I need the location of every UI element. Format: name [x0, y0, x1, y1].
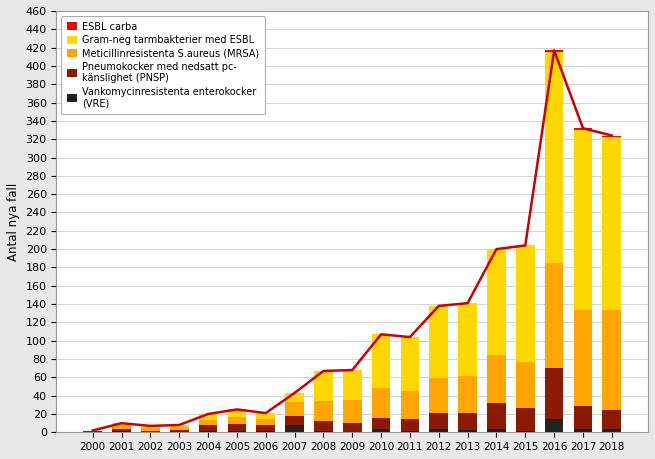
Bar: [603, 137, 621, 309]
Bar: [401, 391, 419, 419]
Bar: [458, 430, 477, 432]
Bar: [227, 409, 246, 417]
Bar: [545, 419, 563, 432]
Bar: [285, 393, 304, 402]
Bar: [487, 429, 506, 432]
Bar: [458, 376, 477, 413]
Bar: [545, 368, 563, 419]
Bar: [574, 406, 592, 429]
Bar: [285, 402, 304, 416]
Bar: [112, 423, 131, 425]
Bar: [170, 425, 189, 427]
Bar: [112, 425, 131, 429]
Bar: [401, 419, 419, 431]
Bar: [343, 423, 362, 432]
Bar: [603, 410, 621, 429]
Legend: ESBL carba, Gram-neg tarmbakterier med ESBL, Meticillinresistenta S.aureus (MRSA: ESBL carba, Gram-neg tarmbakterier med E…: [62, 16, 265, 114]
Bar: [516, 246, 534, 362]
Bar: [198, 414, 217, 420]
Bar: [430, 378, 448, 413]
Bar: [141, 426, 160, 428]
Bar: [574, 309, 592, 406]
Bar: [285, 416, 304, 425]
Bar: [112, 431, 131, 432]
Bar: [372, 429, 390, 432]
Bar: [141, 428, 160, 431]
Bar: [401, 337, 419, 391]
Bar: [314, 401, 333, 421]
Bar: [198, 420, 217, 425]
Bar: [198, 425, 217, 431]
Bar: [343, 370, 362, 400]
Bar: [372, 388, 390, 418]
Bar: [314, 431, 333, 432]
Bar: [458, 413, 477, 430]
Bar: [430, 429, 448, 432]
Bar: [141, 431, 160, 432]
Bar: [545, 263, 563, 368]
Bar: [574, 128, 592, 130]
Bar: [401, 431, 419, 432]
Bar: [430, 413, 448, 429]
Bar: [170, 430, 189, 432]
Y-axis label: Antal nya fall: Antal nya fall: [7, 183, 20, 261]
Bar: [256, 425, 275, 431]
Bar: [314, 371, 333, 401]
Bar: [516, 431, 534, 432]
Bar: [545, 50, 563, 52]
Bar: [574, 429, 592, 432]
Bar: [487, 403, 506, 429]
Bar: [285, 425, 304, 432]
Bar: [112, 429, 131, 431]
Bar: [487, 249, 506, 355]
Bar: [343, 400, 362, 423]
Bar: [603, 309, 621, 410]
Bar: [83, 431, 102, 432]
Bar: [603, 135, 621, 137]
Bar: [227, 417, 246, 424]
Bar: [256, 431, 275, 432]
Bar: [227, 424, 246, 431]
Bar: [256, 413, 275, 419]
Bar: [314, 421, 333, 431]
Bar: [458, 303, 477, 376]
Bar: [487, 355, 506, 403]
Bar: [430, 306, 448, 378]
Bar: [198, 431, 217, 432]
Bar: [574, 130, 592, 309]
Bar: [256, 419, 275, 425]
Bar: [227, 431, 246, 432]
Bar: [372, 418, 390, 429]
Bar: [545, 52, 563, 263]
Bar: [603, 429, 621, 432]
Bar: [372, 334, 390, 388]
Bar: [516, 408, 534, 431]
Bar: [516, 362, 534, 408]
Bar: [170, 427, 189, 430]
